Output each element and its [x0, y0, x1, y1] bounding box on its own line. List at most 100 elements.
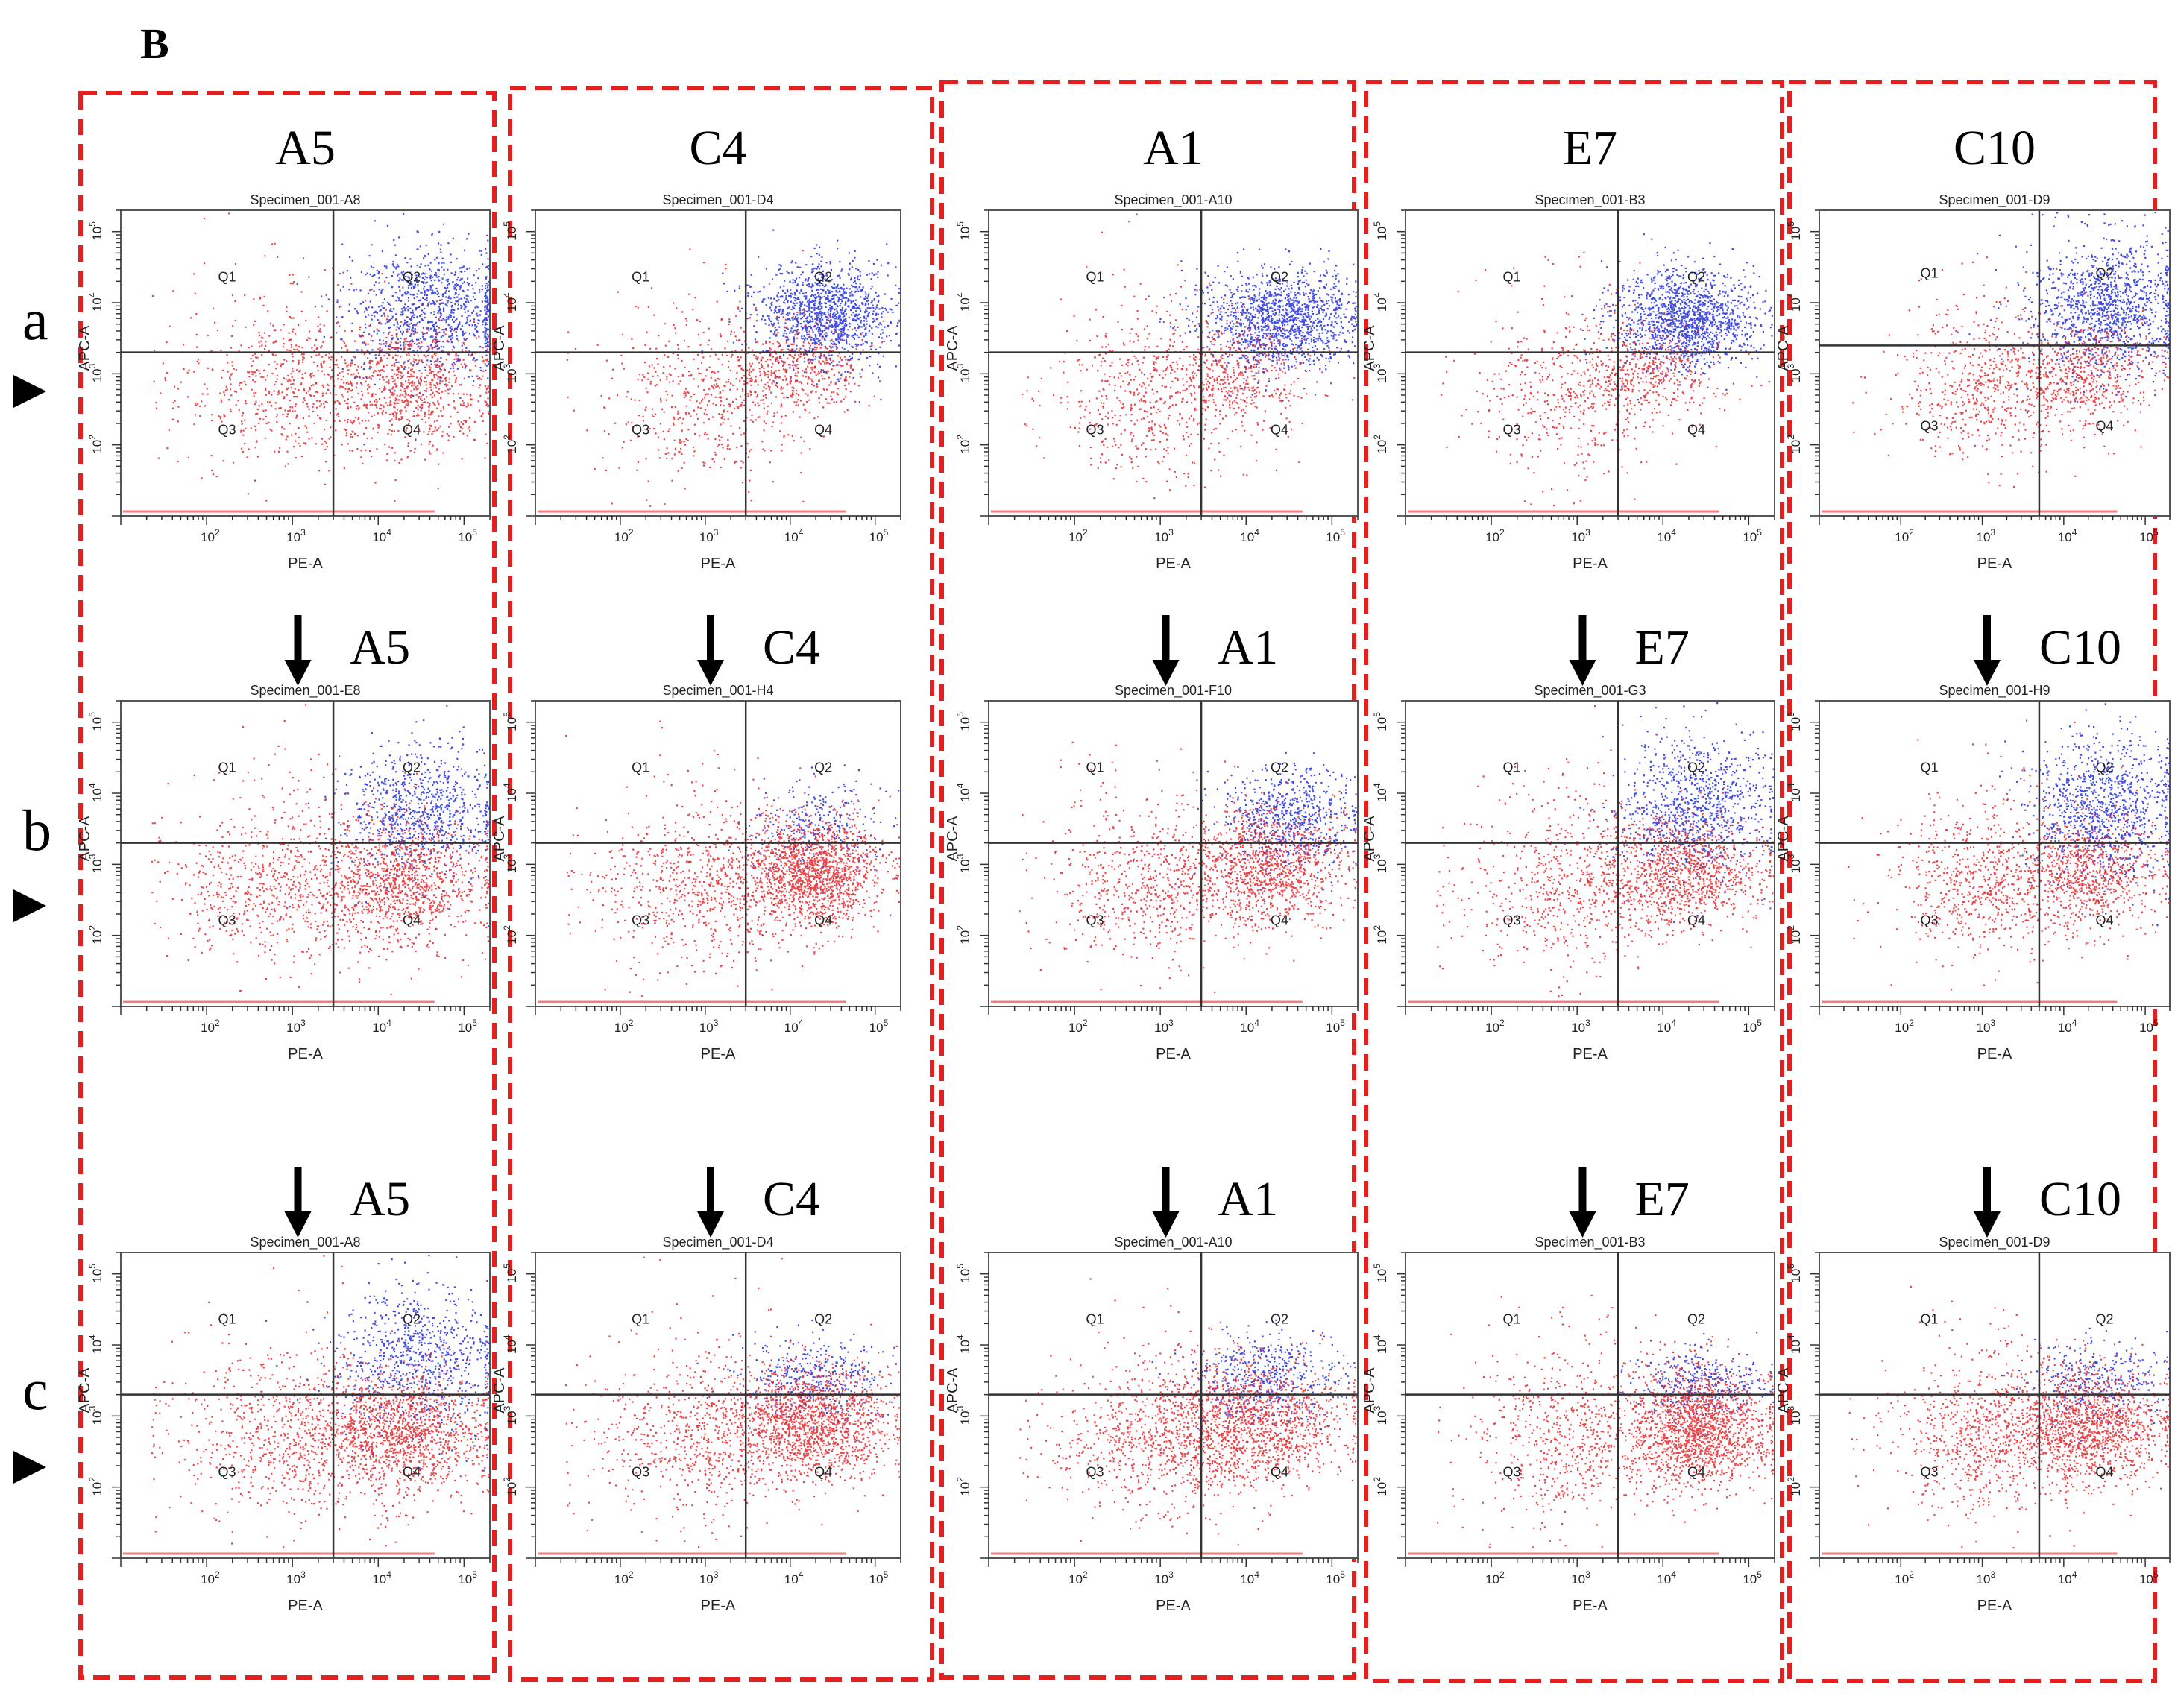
quadrant-label-Q1: Q1 [1920, 1311, 1938, 1326]
axis-ticks [980, 1252, 1359, 1567]
quadrant-label-Q4: Q4 [2095, 913, 2113, 927]
plot-area [120, 1252, 491, 1559]
clone-label: C10 [2039, 1172, 2121, 1226]
plot-title: Specimen_001-H4 [662, 683, 773, 699]
quadrant-label-Q2: Q2 [2095, 266, 2113, 281]
quadrant-label-Q4: Q4 [1271, 422, 1288, 437]
quadrant-label-Q1: Q1 [218, 760, 236, 775]
plot-title: Specimen_001-B3 [1534, 1235, 1645, 1250]
plot-area [988, 1252, 1359, 1559]
plot-title: Specimen_001-A8 [250, 192, 360, 208]
clone-label: A1 [1143, 121, 1203, 175]
axis-ticks [1397, 700, 1775, 1015]
plot-area [1819, 1252, 2171, 1559]
quadrant-label-Q4: Q4 [2095, 1464, 2113, 1479]
quadrant-label-Q1: Q1 [1920, 760, 1938, 775]
down-arrow-icon [284, 1167, 312, 1238]
population-Q2 [265, 1255, 490, 1472]
quadrant-label-Q3: Q3 [1503, 913, 1521, 927]
population-Q2 [728, 764, 900, 885]
x-axis-label: PE-A [1156, 1046, 1191, 1062]
quadrant-label-Q4: Q4 [403, 422, 421, 437]
axis-ticks [112, 700, 491, 1015]
clone-label: A1 [1218, 620, 1279, 675]
row-labels: a b c [13, 287, 51, 1484]
population-Q3 [566, 293, 875, 507]
clone-label: C10 [2039, 620, 2121, 675]
y-axis-label: APC-A [491, 1367, 508, 1414]
event-dots [1437, 1294, 1775, 1548]
quadrant-label-Q2: Q2 [403, 1311, 421, 1326]
quadrant-label-Q1: Q1 [632, 1311, 649, 1326]
quadrant-label-Q1: Q1 [1086, 760, 1104, 775]
population-Q2 [701, 229, 901, 403]
x-axis-label: PE-A [1156, 1598, 1191, 1614]
quadrant-label-Q2: Q2 [1687, 760, 1705, 775]
plot-title: Specimen_001-B3 [1534, 192, 1645, 208]
quadrant-label-Q2: Q2 [403, 269, 421, 284]
quadrant-label-Q2: Q2 [814, 760, 832, 775]
quadrant-label-Q3: Q3 [218, 1464, 236, 1479]
event-dots [1848, 703, 2170, 991]
population-Q3 [566, 720, 875, 997]
down-arrow-icon [284, 615, 312, 686]
quadrant-label-Q4: Q4 [403, 913, 421, 927]
column-frame-5 [1787, 80, 2157, 1683]
quadrant-label-Q2: Q2 [1687, 269, 1705, 284]
down-arrow-icon [1569, 615, 1596, 686]
row-arrow-icon [13, 375, 46, 408]
down-arrow-icon [1152, 1167, 1180, 1238]
event-dots [1019, 1278, 1358, 1546]
event-dots [1852, 212, 2170, 488]
clone-label: E7 [1563, 121, 1617, 175]
plot-title: Specimen_001-D4 [662, 192, 773, 208]
quadrant-label-Q3: Q3 [632, 913, 649, 927]
quadrant-label-Q1: Q1 [1503, 269, 1521, 284]
axis-ticks [1810, 1252, 2171, 1567]
plot-area [1819, 700, 2171, 1007]
column-frame-1 [78, 91, 497, 1680]
quadrant-label-Q3: Q3 [1920, 1464, 1938, 1479]
plot-title: Specimen_001-F10 [1115, 683, 1232, 699]
population-Q2 [1957, 212, 2170, 414]
clone-label: E7 [1635, 1172, 1690, 1226]
x-axis-label: PE-A [1977, 1046, 2012, 1062]
quadrant-label-Q2: Q2 [1271, 269, 1288, 284]
plot-area [1405, 1252, 1775, 1559]
clone-label: C4 [763, 620, 820, 675]
quadrant-label-Q3: Q3 [218, 422, 236, 437]
quadrant-label-Q4: Q4 [814, 422, 832, 437]
event-dots [151, 1255, 490, 1548]
plot-title: Specimen_001-G3 [1534, 683, 1646, 699]
population-Q2 [1143, 248, 1358, 402]
event-dots [1436, 702, 1775, 998]
column-frames [78, 80, 2157, 1683]
event-dots [565, 720, 901, 997]
quadrant-label-Q1: Q1 [632, 269, 649, 284]
plot-title: Specimen_001-D9 [1939, 1235, 2050, 1250]
quadrant-label-Q3: Q3 [1503, 1464, 1521, 1479]
axis-ticks [1397, 1252, 1775, 1567]
y-axis-label: APC-A [77, 325, 93, 371]
axis-ticks [112, 209, 491, 525]
population-Q4 [1552, 318, 1763, 435]
column-frame-4 [1364, 80, 1784, 1683]
quadrant-label-Q3: Q3 [1503, 422, 1521, 437]
row-label-b: b [22, 798, 51, 863]
axis-ticks [112, 1252, 491, 1567]
quadrant-label-Q3: Q3 [632, 1464, 649, 1479]
quadrant-label-Q3: Q3 [1920, 419, 1938, 434]
y-axis-label: APC-A [1775, 325, 1792, 371]
clone-label: C4 [763, 1172, 820, 1226]
x-axis-label: PE-A [1573, 555, 1608, 572]
x-axis-label: PE-A [288, 1046, 323, 1062]
quadrant-label-Q3: Q3 [218, 913, 236, 927]
